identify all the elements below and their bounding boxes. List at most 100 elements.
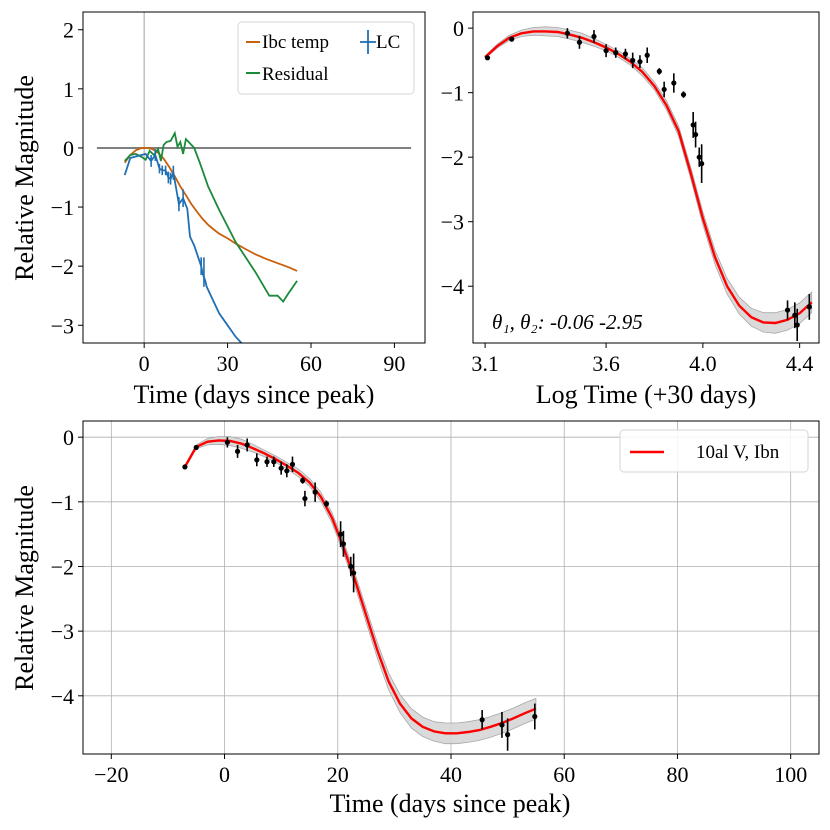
y-tick-label: −2 — [51, 254, 74, 279]
x-tick-label: 20 — [327, 762, 349, 787]
y-ticks: 0 −1 −2 −3 −4 — [51, 425, 83, 709]
data-point — [284, 468, 290, 474]
data-point — [532, 713, 538, 720]
data-point — [806, 304, 812, 310]
y-axis-label: Relative Magnitude — [10, 75, 39, 281]
data-point — [271, 459, 277, 465]
x-tick-label: −20 — [94, 762, 128, 787]
y-tick-label: 1 — [63, 77, 74, 102]
x-tick-label: 80 — [666, 762, 688, 787]
legend-label-lc: LC — [376, 32, 400, 53]
y-axis-label: Relative Magnitude — [10, 485, 39, 691]
data-point — [661, 86, 667, 93]
x-axis-label: Log Time (+30 days) — [536, 380, 757, 409]
data-point — [784, 307, 791, 313]
data-point — [576, 39, 583, 45]
data-point — [182, 464, 188, 470]
x-ticks: 0 30 60 90 — [139, 343, 405, 376]
theta-annotation: θ₁, θ₂: -0.06 -2.95 — [492, 310, 643, 334]
x-tick-label: 60 — [553, 762, 575, 787]
data-point — [644, 52, 650, 58]
y-tick-label: −3 — [51, 619, 74, 644]
data-point — [622, 51, 629, 57]
legend: 10al V, Ibn — [619, 429, 809, 473]
data-point — [300, 477, 306, 484]
y-tick-label: −4 — [51, 684, 74, 709]
series-line-lc — [123, 152, 243, 343]
data-point — [479, 717, 485, 723]
data-point — [699, 161, 705, 167]
data-point — [224, 439, 230, 445]
data-point — [564, 30, 570, 36]
legend: Ibc temp LC Residual — [237, 21, 415, 95]
data-point — [244, 442, 250, 448]
data-point — [509, 36, 515, 42]
x-ticks: 3.1 3.6 4.0 4.4 — [471, 343, 813, 376]
series-line-ibc-temp — [123, 147, 298, 272]
x-tick-label: 40 — [440, 762, 462, 787]
data-point — [591, 33, 597, 40]
data-point — [289, 461, 296, 467]
data-point — [234, 448, 241, 454]
y-tick-label: −1 — [51, 490, 74, 515]
data-point — [351, 570, 357, 576]
legend-label-ibc: Ibc temp — [262, 32, 329, 53]
data-point — [792, 312, 798, 318]
uncertainty-band — [484, 26, 813, 334]
uncertainty-band — [184, 436, 537, 745]
data-point — [484, 55, 491, 61]
y-ticks: 2 1 0 −1 −2 −3 — [51, 18, 83, 338]
y-tick-label: −3 — [51, 313, 74, 338]
x-tick-label: 3.6 — [592, 351, 620, 376]
data-points — [182, 437, 538, 751]
data-point — [680, 91, 687, 98]
data-point — [656, 68, 662, 74]
y-tick-label: 2 — [63, 18, 74, 43]
x-axis-label: Time (days since peak) — [330, 789, 571, 818]
error-bars — [150, 149, 205, 287]
data-point — [193, 444, 199, 451]
data-point — [499, 722, 505, 728]
data-point — [348, 563, 354, 570]
legend-label-residual: Residual — [262, 64, 329, 85]
y-tick-label: 0 — [453, 16, 464, 41]
x-axis-label: Time (days since peak) — [134, 380, 375, 409]
y-tick-label: 0 — [63, 136, 74, 161]
plot-frame — [472, 11, 820, 344]
data-point — [671, 80, 677, 86]
plot-frame — [82, 11, 426, 344]
data-points — [484, 28, 812, 342]
data-point — [693, 131, 699, 138]
data-point — [254, 457, 260, 463]
x-ticks: −20 0 20 40 60 80 100 — [94, 754, 807, 787]
data-point — [613, 50, 619, 56]
legend-box — [619, 429, 809, 473]
y-tick-label: −2 — [51, 554, 74, 579]
x-tick-label: 90 — [383, 351, 405, 376]
data-point — [338, 531, 344, 537]
y-tick-label: −1 — [441, 81, 464, 106]
data-point — [696, 154, 702, 160]
y-ticks: 0 −1 −2 −3 −4 — [441, 16, 473, 299]
fit-line — [484, 30, 813, 325]
grid — [83, 421, 819, 754]
panel-top-right: 3.1 3.6 4.0 4.4 0 −1 −2 −3 −4 Log Time (+30 day… — [441, 11, 820, 409]
x-tick-label: 30 — [217, 351, 239, 376]
x-tick-label: 0 — [219, 762, 230, 787]
x-tick-label: 4.4 — [786, 351, 814, 376]
legend-box — [237, 21, 415, 95]
fit-line — [183, 439, 537, 735]
data-point — [340, 541, 347, 547]
y-tick-label: −3 — [441, 210, 464, 235]
series-line-residual — [124, 130, 298, 304]
data-point — [323, 501, 330, 507]
legend-label-fit: 10al V, Ibn — [696, 442, 780, 463]
data-point — [603, 48, 609, 54]
x-tick-label: 0 — [139, 351, 150, 376]
x-tick-label: 3.1 — [471, 351, 499, 376]
data-point — [302, 495, 308, 502]
data-point — [264, 459, 270, 465]
panel-bottom: −20 0 20 40 60 80 100 0 −1 −2 −3 −4 Time (days sin… — [10, 420, 820, 818]
data-point — [505, 732, 511, 738]
